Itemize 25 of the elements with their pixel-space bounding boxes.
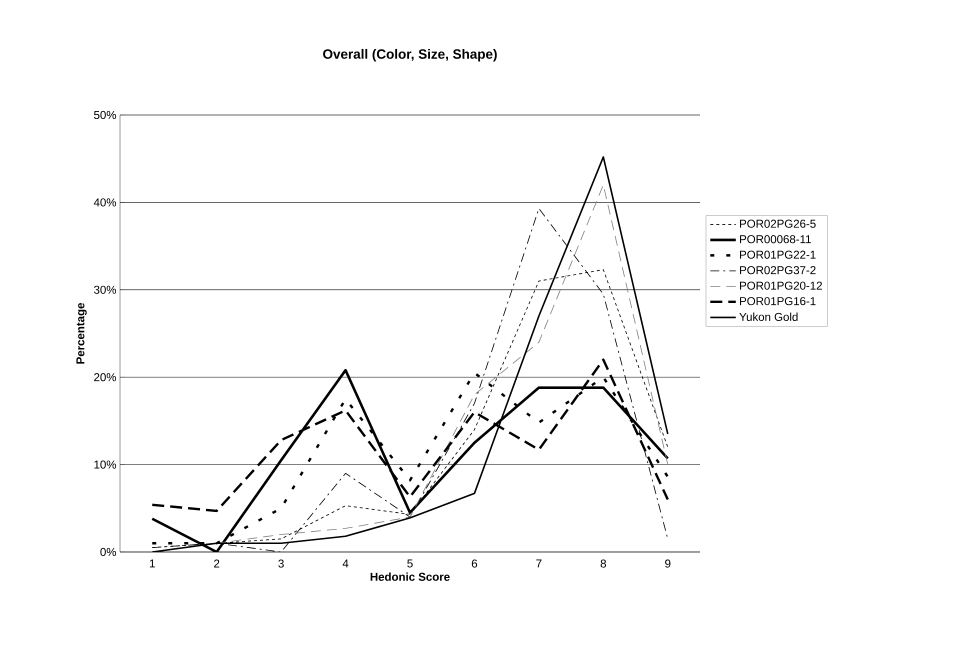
y-axis-title: Percentage	[76, 302, 87, 364]
y-tick-label: 20%	[94, 373, 116, 382]
y-tick-label: 10%	[94, 460, 116, 469]
x-tick-label: 3	[278, 560, 284, 568]
y-tick-label: 40%	[94, 198, 116, 206]
x-tick-label: 4	[342, 560, 348, 568]
x-tick-label: 1	[150, 560, 155, 568]
x-tick-label: 7	[536, 560, 542, 568]
legend-label: POR00068-11	[740, 235, 811, 244]
x-tick-label: 8	[600, 560, 606, 568]
legend-label: POR01PG22-1	[740, 250, 816, 259]
x-tick-label: 2	[214, 560, 220, 568]
x-axis-title: Hedonic Score	[370, 572, 450, 581]
x-tick-label: 9	[665, 560, 670, 568]
legend-label: POR01PG16-1	[740, 297, 816, 306]
legend-label: POR02PG26-5	[740, 220, 816, 228]
y-tick-label: 50%	[94, 110, 116, 120]
legend-label: POR02PG37-2	[740, 266, 816, 274]
chart-title: Overall (Color, Size, Shape)	[323, 48, 497, 62]
x-tick-label: 6	[472, 560, 478, 568]
legend-label: POR01PG20-12	[740, 282, 822, 290]
legend-label: Yukon Gold	[739, 312, 798, 321]
y-tick-label: 0%	[100, 548, 116, 556]
x-tick-label: 5	[407, 560, 413, 568]
y-tick-label: 30%	[94, 286, 116, 294]
